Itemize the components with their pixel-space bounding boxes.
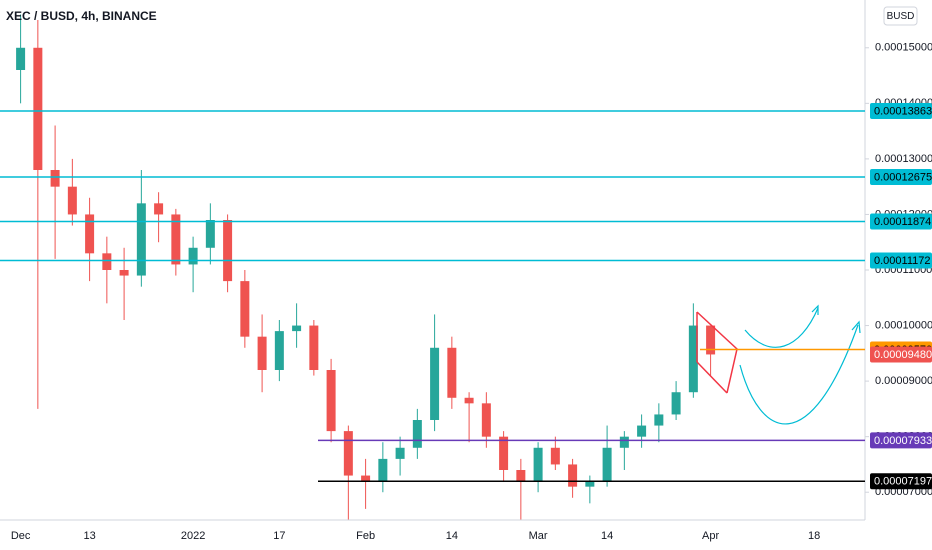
price-label-box [870,252,932,269]
candle-body [481,403,491,437]
candle-body [85,214,95,254]
x-tick-label: 14 [446,530,458,542]
candle-body [585,481,595,487]
x-tick-label: 18 [808,530,820,542]
price-label: 0.00012675 [874,171,932,183]
currency-button[interactable] [883,6,918,26]
candle-body [309,325,319,370]
candle-body [274,331,284,370]
x-tick-label: 13 [83,530,95,542]
price-label: 0.00009480 [874,349,932,361]
candle-body [292,325,302,332]
candle-body [464,397,474,404]
price-label-box [870,102,932,119]
candle-body [550,447,560,465]
y-tick-label: 0.00013000 [875,153,932,165]
candle-body [33,47,43,170]
y-tick-label: 0.00015000 [875,42,932,54]
candle-body [568,464,578,487]
candle-body [706,325,716,355]
candle-body [533,447,543,482]
candle-body [412,420,422,448]
x-tick-label: Dec [11,530,31,542]
candle-body [430,347,440,420]
projection-arrow [739,324,859,425]
candle-body [361,475,371,482]
x-tick-label: Mar [529,530,548,542]
candle-body [654,414,664,426]
candle-body [223,220,233,282]
arrow-head [851,320,861,334]
candle-body [447,347,457,398]
price-label-box [870,346,932,363]
candle-body [119,270,129,276]
projection-arrow [744,307,819,348]
candle-body [16,47,26,70]
candle-body [602,447,612,482]
candle-body [671,392,681,415]
currency-label[interactable]: BUSD [887,11,915,22]
candle-body [50,170,60,187]
arrow-head [811,304,819,315]
price-label: 0.00007933 [874,435,932,447]
price-label: 0.00007197 [874,476,932,488]
candle-body [688,325,698,393]
candle-body [343,431,353,476]
candle-body [619,436,629,448]
x-tick-label: Feb [356,530,375,542]
candle-body [67,186,77,215]
plot-area [16,14,716,520]
x-tick-label: 2022 [181,530,205,542]
y-tick-label: 0.00010000 [875,319,932,331]
candle-body [378,458,388,482]
chart-title: XEC / BUSD, 4h, BINANCE [6,9,157,23]
candle-body [637,425,647,437]
candle-body [326,370,336,432]
price-label-box [870,168,932,185]
candle-body [136,203,146,276]
candle-body [499,436,509,470]
price-label-box [870,213,932,230]
candle-body [395,447,405,459]
price-label-box [870,432,932,449]
x-tick-label: 17 [273,530,285,542]
candle-body [188,247,198,265]
candle-body [171,214,181,265]
candle-body [257,336,267,370]
price-label: 0.00013863 [874,105,932,117]
price-label-box [870,473,932,490]
candle-body [516,470,526,482]
y-tick-label: 0.00009000 [875,375,932,387]
x-tick-label: 14 [601,530,613,542]
candle-body [205,220,215,248]
price-label: 0.00011172 [874,255,930,267]
candle-body [240,281,250,337]
wedge-drawing [696,361,728,394]
x-tick-label: Apr [702,530,719,542]
price-label: 0.00011874 [874,216,931,228]
candle-body [154,203,164,215]
candle-body [102,253,112,270]
